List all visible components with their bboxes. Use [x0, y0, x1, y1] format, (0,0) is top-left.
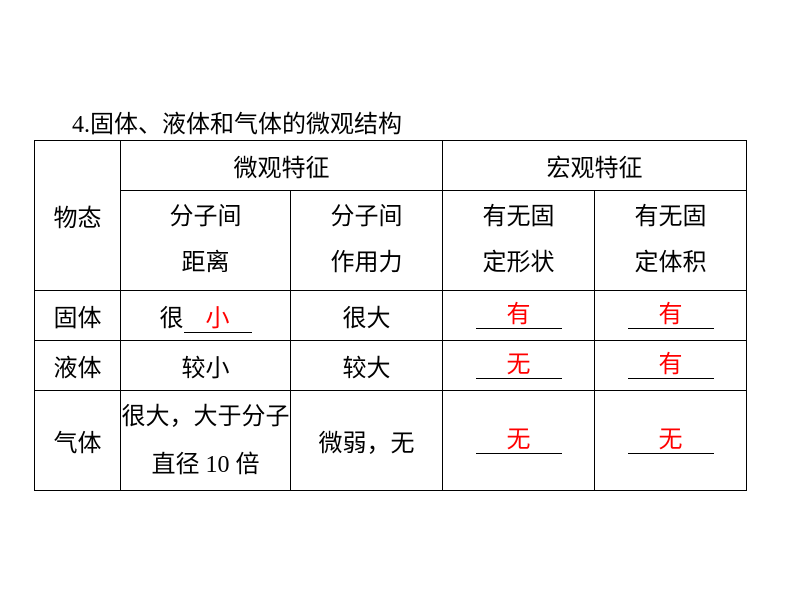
states-of-matter-table: 物态 微观特征 宏观特征 分子间 距离 分子间 作用力 有无固 定形状 有无固 … [34, 140, 747, 491]
cell-solid-distance: 很小 [121, 291, 291, 341]
cell-liquid-shape: 无 [443, 341, 595, 391]
answer-solid-distance: 小 [206, 306, 230, 332]
answer-gas-volume: 无 [659, 427, 683, 453]
answer-liquid-volume: 有 [659, 352, 683, 378]
answer-gas-shape: 无 [507, 427, 531, 453]
table-row: 气体 很大，大于分子直径 10 倍 微弱，无 无 无 [35, 391, 747, 491]
header-force: 分子间 作用力 [291, 191, 443, 291]
cell-solid-force: 很大 [291, 291, 443, 341]
header-volume: 有无固 定体积 [595, 191, 747, 291]
cell-gas-distance: 很大，大于分子直径 10 倍 [121, 391, 291, 491]
cell-gas-shape: 无 [443, 391, 595, 491]
cell-solid-volume: 有 [595, 291, 747, 341]
answer-solid-shape: 有 [507, 302, 531, 328]
cell-liquid-distance: 较小 [121, 341, 291, 391]
cell-solid-shape: 有 [443, 291, 595, 341]
cell-gas-volume: 无 [595, 391, 747, 491]
row-label-gas: 气体 [35, 391, 121, 491]
header-distance: 分子间 距离 [121, 191, 291, 291]
table-row: 固体 很小 很大 有 有 [35, 291, 747, 341]
cell-gas-force: 微弱，无 [291, 391, 443, 491]
row-label-solid: 固体 [35, 291, 121, 341]
header-state: 物态 [35, 141, 121, 291]
cell-liquid-volume: 有 [595, 341, 747, 391]
header-macro: 宏观特征 [443, 141, 747, 191]
section-title: 4.固体、液体和气体的微观结构 [72, 104, 402, 139]
answer-liquid-shape: 无 [507, 352, 531, 378]
cell-liquid-force: 较大 [291, 341, 443, 391]
answer-solid-volume: 有 [659, 302, 683, 328]
header-shape: 有无固 定形状 [443, 191, 595, 291]
table-row: 液体 较小 较大 无 有 [35, 341, 747, 391]
header-micro: 微观特征 [121, 141, 443, 191]
row-label-liquid: 液体 [35, 341, 121, 391]
